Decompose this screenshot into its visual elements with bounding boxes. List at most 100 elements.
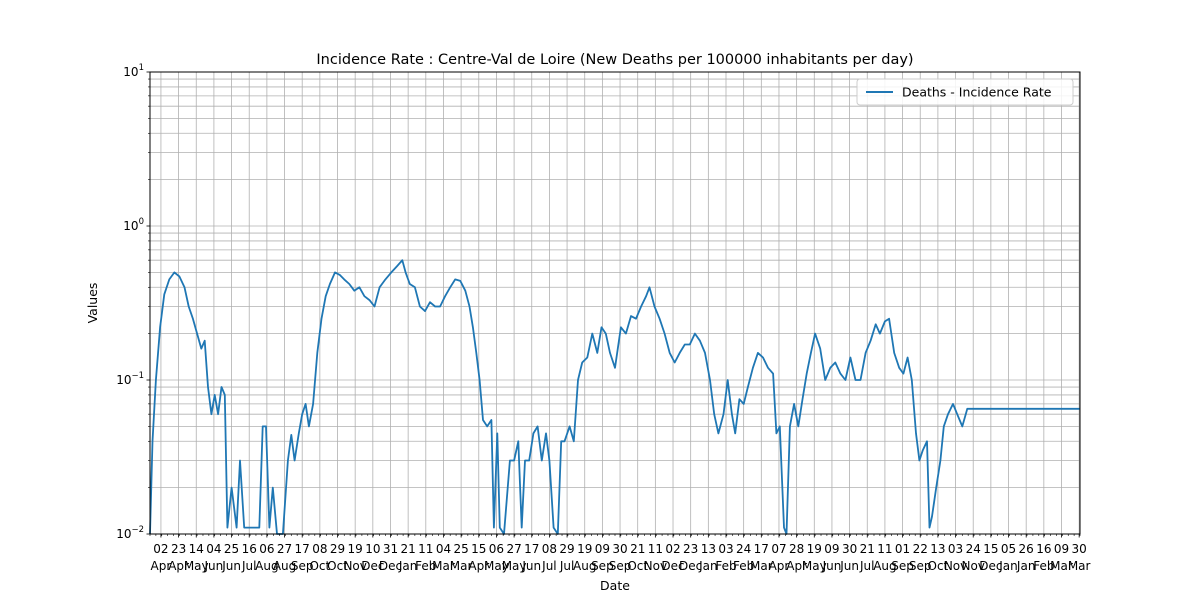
x-tick-month-label: Nov: [944, 559, 967, 573]
legend: Deaths - Incidence Rate: [856, 78, 1074, 106]
x-tick-day-label: 21: [860, 542, 875, 556]
x-tick-day-label: 03: [948, 542, 963, 556]
x-tick-day-label: 23: [171, 542, 186, 556]
x-tick-month-label: Aug: [573, 559, 596, 573]
x-tick-day-label: 09: [595, 542, 610, 556]
x-tick-month-label: Dec: [361, 559, 384, 573]
x-tick-month-label: Oct: [928, 559, 949, 573]
x-tick-month-label: Nov: [343, 559, 366, 573]
y-tick-label: 10−2: [116, 525, 144, 541]
x-tick-day-label: 19: [577, 542, 592, 556]
y-tick-label: 100: [123, 217, 144, 233]
x-tick-day-label: 24: [966, 542, 981, 556]
x-tick-month-label: Jun: [221, 559, 241, 573]
x-tick-month-label: Jun: [822, 559, 842, 573]
x-tick-month-label: May: [502, 559, 527, 573]
x-tick-day-label: 01: [895, 542, 910, 556]
x-tick-month-label: Jul: [541, 559, 556, 573]
x-tick-month-label: Aug: [255, 559, 278, 573]
x-tick-month-label: Nov: [961, 559, 984, 573]
x-tick-day-label: 22: [913, 542, 928, 556]
x-tick-day-label: 02: [665, 542, 680, 556]
x-tick-month-label: Jun: [839, 559, 859, 573]
x-tick-month-label: Jan: [998, 559, 1018, 573]
x-tick-month-label: Jun: [204, 559, 224, 573]
x-tick-month-label: Jul: [241, 559, 256, 573]
y-axis-ticks: 10−2 10−1 100 101: [116, 63, 150, 541]
x-tick-day-label: 14: [189, 542, 204, 556]
x-tick-day-label: 30: [1072, 542, 1087, 556]
x-tick-day-label: 30: [612, 542, 627, 556]
x-tick-day-label: 19: [348, 542, 363, 556]
x-tick-day-label: 16: [242, 542, 257, 556]
x-tick-day-label: 29: [330, 542, 345, 556]
x-tick-day-label: 29: [559, 542, 574, 556]
x-tick-day-label: 26: [1019, 542, 1034, 556]
grid-lines: [150, 71, 1080, 535]
chart-title: Incidence Rate : Centre-Val de Loire (Ne…: [316, 52, 913, 68]
x-tick-day-label: 31: [383, 542, 398, 556]
x-tick-day-label: 06: [259, 542, 274, 556]
x-tick-day-label: 11: [877, 542, 892, 556]
x-tick-month-label: Feb: [733, 559, 754, 573]
x-tick-day-label: 19: [807, 542, 822, 556]
x-tick-month-label: Feb: [715, 559, 736, 573]
x-tick-day-label: 13: [930, 542, 945, 556]
x-tick-day-label: 08: [542, 542, 557, 556]
x-tick-day-label: 27: [506, 542, 521, 556]
x-tick-day-label: 10: [365, 542, 380, 556]
x-tick-day-label: 30: [842, 542, 857, 556]
x-tick-day-label: 17: [754, 542, 769, 556]
x-tick-month-label: Nov: [644, 559, 667, 573]
x-tick-month-label: Feb: [1033, 559, 1054, 573]
x-tick-day-label: 17: [524, 542, 539, 556]
x-tick-day-label: 08: [312, 542, 327, 556]
x-tick-day-label: 21: [401, 542, 416, 556]
x-tick-day-label: 02: [153, 542, 168, 556]
x-tick-month-label: Jan: [1016, 559, 1036, 573]
x-tick-day-label: 27: [277, 542, 292, 556]
x-tick-day-label: 24: [736, 542, 751, 556]
x-tick-day-label: 09: [1054, 542, 1069, 556]
x-tick-month-label: Jul: [559, 559, 574, 573]
x-tick-month-label: Apr: [151, 559, 172, 573]
x-tick-day-label: 03: [718, 542, 733, 556]
x-tick-month-label: Dec: [661, 559, 684, 573]
x-tick-day-label: 15: [983, 542, 998, 556]
x-tick-month-label: Apr: [468, 559, 489, 573]
y-axis-label: Values: [85, 283, 100, 324]
x-tick-day-label: 25: [453, 542, 468, 556]
x-tick-day-label: 05: [1001, 542, 1016, 556]
x-tick-day-label: 09: [824, 542, 839, 556]
x-tick-day-label: 17: [295, 542, 310, 556]
y-tick-label: 10−1: [116, 371, 144, 387]
x-tick-month-label: Sep: [591, 559, 614, 573]
x-tick-month-label: Dec: [379, 559, 402, 573]
x-tick-day-label: 07: [771, 542, 786, 556]
x-axis-ticks: 02Apr23Apr14May04Jun25Jun16Jul06Aug27Aug…: [149, 534, 1091, 573]
x-tick-month-label: Sep: [891, 559, 914, 573]
x-tick-month-label: Apr: [769, 559, 790, 573]
x-tick-day-label: 16: [1036, 542, 1051, 556]
x-tick-day-label: 21: [630, 542, 645, 556]
x-tick-month-label: May: [484, 559, 509, 573]
x-tick-month-label: Sep: [909, 559, 932, 573]
x-tick-month-label: Mar: [1068, 559, 1091, 573]
x-axis-label: Date: [600, 578, 630, 593]
x-tick-day-label: 11: [418, 542, 433, 556]
x-tick-month-label: Jan: [698, 559, 718, 573]
x-tick-month-label: Oct: [627, 559, 648, 573]
x-tick-month-label: May: [802, 559, 827, 573]
legend-box: [856, 78, 1074, 106]
x-tick-month-label: Mar: [432, 559, 455, 573]
x-tick-month-label: Sep: [609, 559, 632, 573]
x-tick-month-label: Aug: [273, 559, 296, 573]
x-tick-month-label: Jun: [521, 559, 541, 573]
x-tick-month-label: Oct: [327, 559, 348, 573]
x-tick-day-label: 15: [471, 542, 486, 556]
x-tick-month-label: Jan: [398, 559, 418, 573]
x-tick-month-label: Jul: [859, 559, 874, 573]
x-tick-month-label: Mar: [1050, 559, 1073, 573]
x-tick-month-label: Aug: [873, 559, 896, 573]
